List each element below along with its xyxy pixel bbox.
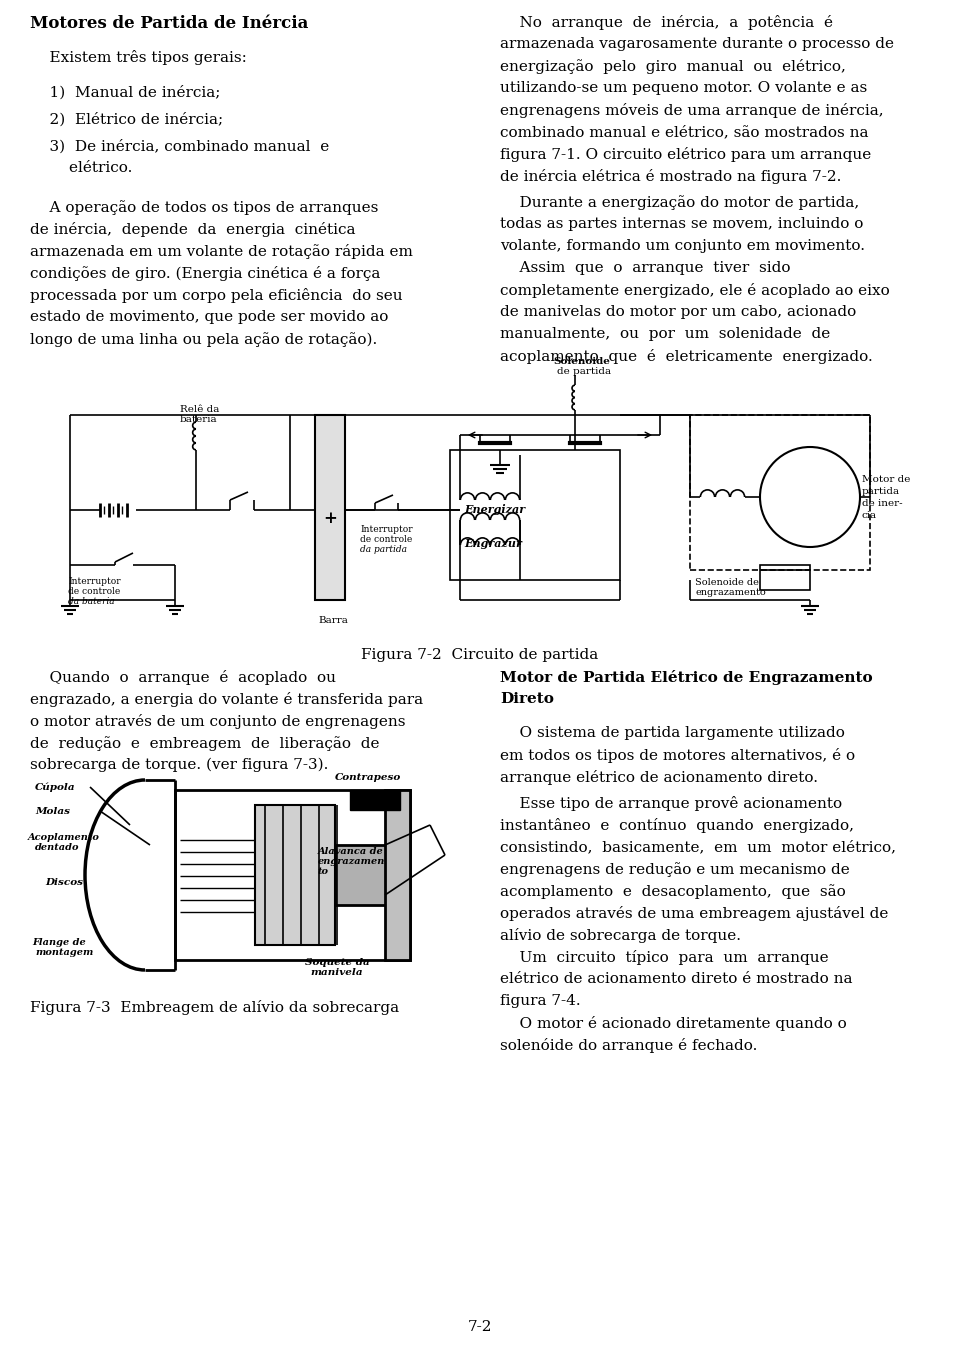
Text: volante, formando um conjunto em movimento.: volante, formando um conjunto em movimen… xyxy=(500,239,865,252)
Text: Motor de: Motor de xyxy=(862,475,910,485)
Bar xyxy=(385,790,410,960)
Bar xyxy=(175,790,410,960)
Text: cia: cia xyxy=(862,512,877,520)
Text: da bateria: da bateria xyxy=(68,597,114,606)
Text: Esse tipo de arranque provê acionamento: Esse tipo de arranque provê acionamento xyxy=(500,796,842,811)
Text: figura 7-1. O circuito elétrico para um arranque: figura 7-1. O circuito elétrico para um … xyxy=(500,147,872,162)
Text: engrazamen: engrazamen xyxy=(318,857,385,865)
Text: Flange de: Flange de xyxy=(32,938,85,946)
Text: instantâneo  e  contínuo  quando  energizado,: instantâneo e contínuo quando energizado… xyxy=(500,818,854,833)
Text: Cúpola: Cúpola xyxy=(35,783,76,792)
Text: de inércia elétrica é mostrado na figura 7-2.: de inércia elétrica é mostrado na figura… xyxy=(500,169,841,184)
Text: Engrazur: Engrazur xyxy=(464,539,522,549)
Text: Durante a energização do motor de partida,: Durante a energização do motor de partid… xyxy=(500,194,859,209)
Text: Barra: Barra xyxy=(318,616,348,625)
Text: +: + xyxy=(323,510,337,526)
Text: em todos os tipos de motores alternativos, é o: em todos os tipos de motores alternativo… xyxy=(500,748,855,763)
Text: combinado manual e elétrico, são mostrados na: combinado manual e elétrico, são mostrad… xyxy=(500,126,869,139)
Text: de inércia,  depende  da  energia  cinética: de inércia, depende da energia cinética xyxy=(30,221,355,238)
Text: processada por um corpo pela eficiência  do seu: processada por um corpo pela eficiência … xyxy=(30,288,402,302)
Text: engrazamento: engrazamento xyxy=(695,589,766,597)
Bar xyxy=(255,805,335,945)
Text: Solenoide: Solenoide xyxy=(553,356,610,366)
Text: estado de movimento, que pode ser movido ao: estado de movimento, que pode ser movido… xyxy=(30,310,389,324)
Text: de iner-: de iner- xyxy=(862,500,902,508)
Text: Quando  o  arranque  é  acoplado  ou: Quando o arranque é acoplado ou xyxy=(30,670,336,684)
Text: engrazado, a energia do volante é transferida para: engrazado, a energia do volante é transf… xyxy=(30,693,423,707)
Text: utilizando-se um pequeno motor. O volante e as: utilizando-se um pequeno motor. O volant… xyxy=(500,81,867,95)
Text: acomplamento  e  desacoplamento,  que  são: acomplamento e desacoplamento, que são xyxy=(500,884,846,899)
Text: engrenagens de redução e um mecanismo de: engrenagens de redução e um mecanismo de xyxy=(500,863,850,878)
Bar xyxy=(335,845,400,905)
Text: sobrecarga de torque. (ver figura 7-3).: sobrecarga de torque. (ver figura 7-3). xyxy=(30,757,328,772)
Text: da partida: da partida xyxy=(360,545,407,554)
Text: Relê da: Relê da xyxy=(180,405,220,414)
Text: de controle: de controle xyxy=(68,587,120,595)
Text: Motor de Partida Elétrico de Engrazamento: Motor de Partida Elétrico de Engrazament… xyxy=(500,670,873,684)
Text: Molas: Molas xyxy=(35,807,70,815)
Bar xyxy=(350,790,400,810)
Text: 2)  Elétrico de inércia;: 2) Elétrico de inércia; xyxy=(30,112,223,127)
Text: Acoplamento: Acoplamento xyxy=(28,833,100,842)
Text: manualmente,  ou  por  um  solenidade  de: manualmente, ou por um solenidade de xyxy=(500,327,830,342)
Text: energização  pelo  giro  manual  ou  elétrico,: energização pelo giro manual ou elétrico… xyxy=(500,59,846,74)
Text: Figura 7-2  Circuito de partida: Figura 7-2 Circuito de partida xyxy=(361,648,599,662)
Text: de  redução  e  embreagem  de  liberação  de: de redução e embreagem de liberação de xyxy=(30,736,379,751)
Text: Direto: Direto xyxy=(500,693,554,706)
Text: de controle: de controle xyxy=(360,535,412,544)
Text: alívio de sobrecarga de torque.: alívio de sobrecarga de torque. xyxy=(500,927,741,944)
Text: bateria: bateria xyxy=(180,414,218,424)
Text: manivela: manivela xyxy=(310,968,363,977)
Text: Interruptor: Interruptor xyxy=(68,576,121,586)
Text: longo de uma linha ou pela ação de rotação).: longo de uma linha ou pela ação de rotaç… xyxy=(30,332,377,347)
Text: acoplamento  que  é  eletricamente  energizado.: acoplamento que é eletricamente energiza… xyxy=(500,350,873,365)
Text: consistindo,  basicamente,  em  um  motor elétrico,: consistindo, basicamente, em um motor el… xyxy=(500,840,896,855)
Text: Energizar: Energizar xyxy=(464,504,525,514)
Text: elétrico de acionamento direto é mostrado na: elétrico de acionamento direto é mostrad… xyxy=(500,972,852,986)
Text: 3)  De inércia, combinado manual  e: 3) De inércia, combinado manual e xyxy=(30,139,329,154)
Text: No  arranque  de  inércia,  a  potência  é: No arranque de inércia, a potência é xyxy=(500,15,833,30)
Text: o motor através de um conjunto de engrenagens: o motor através de um conjunto de engren… xyxy=(30,714,405,729)
Text: completamente energizado, ele é acoplado ao eixo: completamente energizado, ele é acoplado… xyxy=(500,284,890,298)
Text: de partida: de partida xyxy=(557,367,612,377)
Text: 7-2: 7-2 xyxy=(468,1320,492,1334)
Text: Discos: Discos xyxy=(45,878,83,887)
Text: to: to xyxy=(318,867,329,876)
Text: partida: partida xyxy=(862,487,900,495)
Text: arranque elétrico de acionamento direto.: arranque elétrico de acionamento direto. xyxy=(500,769,818,784)
Text: operados através de uma embreagem ajustável de: operados através de uma embreagem ajustá… xyxy=(500,906,888,921)
Text: A operação de todos os tipos de arranques: A operação de todos os tipos de arranque… xyxy=(30,200,378,215)
Text: Interruptor: Interruptor xyxy=(360,525,413,535)
Text: Um  circuito  típico  para  um  arranque: Um circuito típico para um arranque xyxy=(500,950,828,965)
Bar xyxy=(315,414,345,599)
Text: Assim  que  o  arranque  tiver  sido: Assim que o arranque tiver sido xyxy=(500,261,790,275)
Text: montagem: montagem xyxy=(35,948,93,957)
Text: armazenada em um volante de rotação rápida em: armazenada em um volante de rotação rápi… xyxy=(30,244,413,259)
Text: O motor é acionado diretamente quando o: O motor é acionado diretamente quando o xyxy=(500,1017,847,1031)
Text: 1)  Manual de inércia;: 1) Manual de inércia; xyxy=(30,85,221,100)
Text: todas as partes internas se movem, incluindo o: todas as partes internas se movem, inclu… xyxy=(500,217,863,231)
Text: figura 7-4.: figura 7-4. xyxy=(500,994,581,1008)
Text: dentado: dentado xyxy=(35,842,80,852)
Text: solenóide do arranque é fechado.: solenóide do arranque é fechado. xyxy=(500,1038,757,1053)
Text: de manivelas do motor por um cabo, acionado: de manivelas do motor por um cabo, acion… xyxy=(500,305,856,319)
Text: Solenoide de: Solenoide de xyxy=(695,578,758,587)
Text: engrenagens móveis de uma arranque de inércia,: engrenagens móveis de uma arranque de in… xyxy=(500,103,883,117)
Text: armazenada vagarosamente durante o processo de: armazenada vagarosamente durante o proce… xyxy=(500,36,894,51)
Bar xyxy=(760,566,810,590)
Text: Figura 7-3  Embreagem de alívio da sobrecarga: Figura 7-3 Embreagem de alívio da sobrec… xyxy=(30,1000,399,1015)
Text: Alavanca de: Alavanca de xyxy=(318,846,384,856)
Text: Contrapeso: Contrapeso xyxy=(335,774,401,782)
Bar xyxy=(450,450,620,580)
Text: elétrico.: elétrico. xyxy=(30,161,132,176)
Text: Soquete da: Soquete da xyxy=(305,958,370,967)
Bar xyxy=(690,414,870,570)
Text: condições de giro. (Energia cinética é a força: condições de giro. (Energia cinética é a… xyxy=(30,266,380,281)
Text: Motores de Partida de Inércia: Motores de Partida de Inércia xyxy=(30,15,308,32)
Circle shape xyxy=(760,447,860,547)
Text: O sistema de partida largamente utilizado: O sistema de partida largamente utilizad… xyxy=(500,726,845,740)
Text: Existem três tipos gerais:: Existem três tipos gerais: xyxy=(30,50,247,65)
